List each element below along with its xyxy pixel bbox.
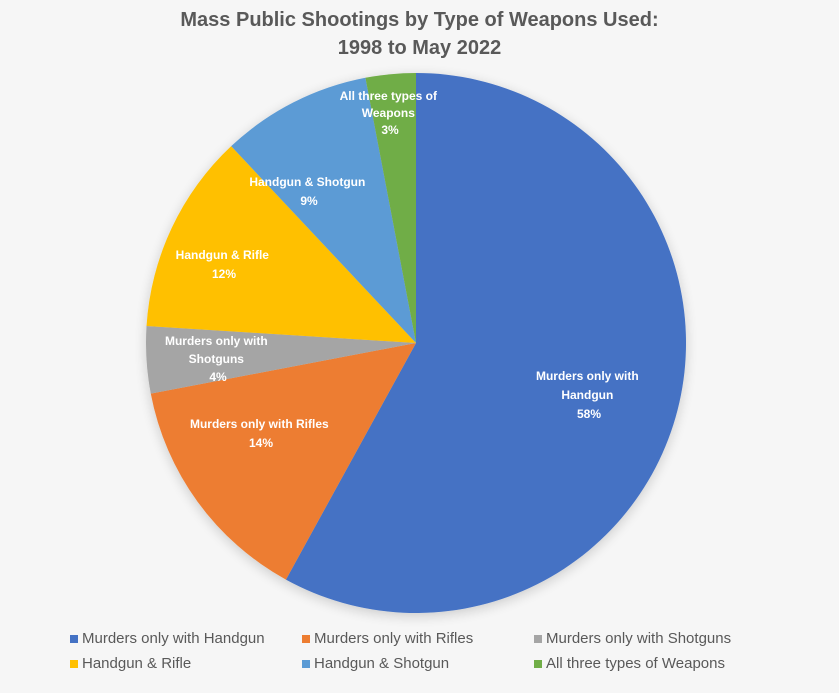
legend-item-handgun-rifle[interactable]: Handgun & Rifle <box>70 655 302 672</box>
label-handgun-rifle: Handgun & Rifle 12% <box>176 248 273 281</box>
legend-label: Handgun & Shotgun <box>314 655 450 672</box>
legend-label: Murders only with Shotguns <box>546 630 732 647</box>
legend-label: Murders only with Handgun <box>82 630 265 647</box>
legend-item-handgun[interactable]: Murders only with Handgun <box>70 630 302 647</box>
chart-title-line-2: 1998 to May 2022 <box>337 37 502 59</box>
legend-label: All three types of Weapons <box>546 655 725 672</box>
legend-item-shotguns[interactable]: Murders only with Shotguns <box>534 630 790 647</box>
slice-handgun-shotgun[interactable] <box>231 77 416 343</box>
legend-swatch-icon <box>302 634 310 643</box>
label-handgun: Murders only with Handgun 58% <box>536 369 642 421</box>
label-all-three: All three types of Weapons 3% <box>340 89 441 137</box>
legend-label: Handgun & Rifle <box>82 655 192 672</box>
legend-label: Murders only with Rifles <box>314 630 474 647</box>
legend-swatch-icon <box>70 659 78 668</box>
legend-swatch-icon <box>302 659 310 668</box>
slice-handgun-rifle[interactable] <box>146 146 416 343</box>
chart-legend: Murders only with Handgun Murders only w… <box>70 630 790 672</box>
slice-shotguns[interactable] <box>145 326 416 394</box>
label-shotguns: Murders only with Shotguns 4% <box>165 334 271 384</box>
legend-item-handgun-shotgun[interactable]: Handgun & Shotgun <box>302 655 534 672</box>
chart-title: Mass Public Shootings by Type of Weapons… <box>0 6 839 62</box>
legend-swatch-icon <box>70 634 78 643</box>
chart-title-line-1: Mass Public Shootings by Type of Weapons… <box>180 9 659 31</box>
legend-item-rifles[interactable]: Murders only with Rifles <box>302 630 534 647</box>
legend-swatch-icon <box>534 634 542 643</box>
legend-item-all-three[interactable]: All three types of Weapons <box>534 655 790 672</box>
slice-rifles[interactable] <box>150 343 416 580</box>
pie-slices <box>145 73 687 613</box>
label-handgun-shotgun: Handgun & Shotgun 9% <box>249 175 368 208</box>
slice-labels: Murders only with Handgun 58% Murders on… <box>165 89 642 450</box>
slice-handgun[interactable] <box>285 73 687 613</box>
legend-swatch-icon <box>534 659 542 668</box>
label-rifles: Murders only with Rifles 14% <box>190 417 332 450</box>
slice-all-three[interactable] <box>365 73 416 343</box>
